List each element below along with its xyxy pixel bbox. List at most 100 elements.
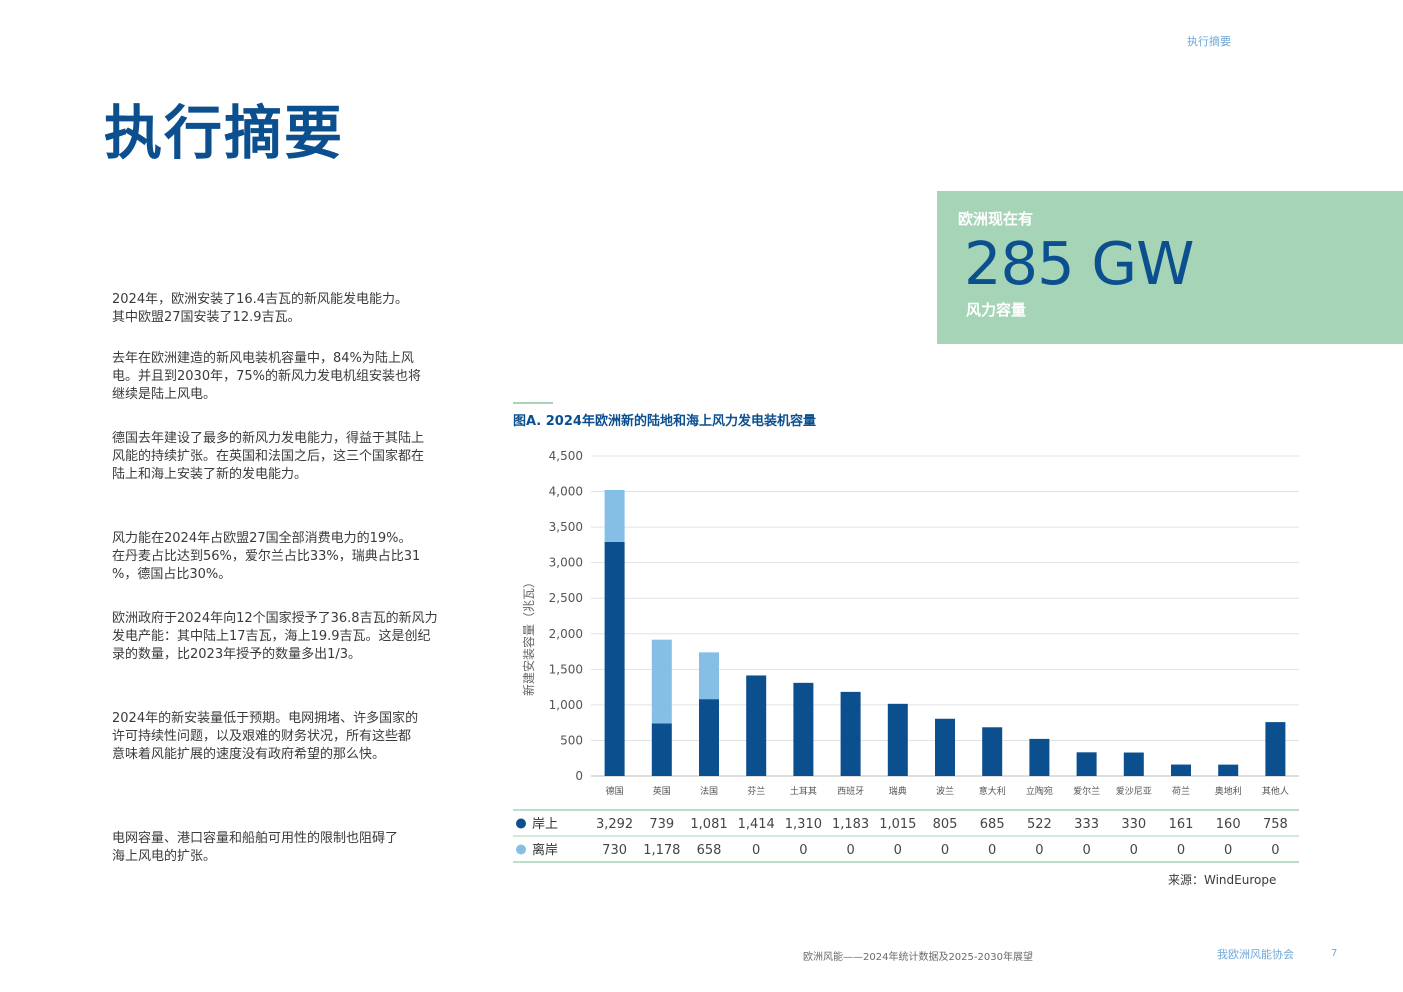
paragraph-line: 许可持续性问题，以及艰难的财务状况，所有这些都 bbox=[112, 729, 412, 744]
table-cell: 0 bbox=[941, 843, 949, 858]
bar-onshore bbox=[1171, 764, 1191, 776]
bar-onshore bbox=[746, 675, 767, 776]
table-row-label: 岸上 bbox=[532, 817, 558, 832]
bar-onshore bbox=[604, 541, 625, 776]
table-cell: 658 bbox=[697, 843, 722, 858]
y-tick-label: 3,000 bbox=[549, 556, 583, 570]
table-cell: 0 bbox=[1177, 843, 1185, 858]
table-cell: 522 bbox=[1027, 817, 1052, 832]
x-category-label: 德国 bbox=[606, 785, 624, 797]
x-category-label: 波兰 bbox=[936, 785, 954, 797]
y-tick-label: 1,000 bbox=[549, 698, 583, 712]
paragraph-line: 发电产能：其中陆上17吉瓦，海上19.9吉瓦。这是创纪 bbox=[112, 629, 431, 644]
paragraph-line: 去年在欧洲建造的新风电装机容量中，84%为陆上风 bbox=[112, 351, 414, 366]
footer-document-title: 欧洲风能——2024年统计数据及2025-2030年展望 bbox=[803, 952, 1033, 963]
bar-onshore bbox=[699, 699, 719, 776]
paragraph-line: 意味着风能扩展的速度没有政府希望的那么快。 bbox=[112, 747, 386, 762]
x-category-label: 法国 bbox=[700, 785, 718, 797]
table-cell: 0 bbox=[846, 843, 854, 858]
table-cell: 685 bbox=[980, 817, 1005, 832]
y-tick-label: 500 bbox=[560, 733, 583, 747]
x-category-label: 英国 bbox=[653, 785, 671, 797]
table-cell: 1,310 bbox=[785, 817, 822, 832]
paragraph-line: 电网容量、港口容量和船舶可用性的限制也阻碍了 bbox=[112, 831, 399, 846]
bar-onshore bbox=[1218, 764, 1239, 776]
summary-paragraph-6: 2024年的新安装量低于预期。电网拥堵、许多国家的 许可持续性问题，以及艰难的财… bbox=[112, 710, 482, 764]
table-cell: 0 bbox=[1224, 843, 1232, 858]
summary-paragraph-7: 电网容量、港口容量和船舶可用性的限制也阻碍了 海上风电的扩张。 bbox=[112, 830, 482, 866]
table-cell: 1,183 bbox=[832, 817, 869, 832]
y-tick-label: 2,000 bbox=[549, 627, 583, 641]
table-cell: 1,178 bbox=[643, 843, 680, 858]
bar-onshore bbox=[840, 691, 861, 776]
table-cell: 0 bbox=[894, 843, 902, 858]
y-tick-label: 2,500 bbox=[549, 591, 583, 605]
bar-onshore bbox=[793, 682, 814, 776]
table-cell: 758 bbox=[1263, 817, 1288, 832]
bar-onshore bbox=[1265, 722, 1286, 776]
bar-onshore bbox=[651, 723, 672, 776]
table-cell: 333 bbox=[1074, 817, 1099, 832]
x-category-label: 爱尔兰 bbox=[1073, 785, 1100, 797]
table-cell: 805 bbox=[933, 817, 958, 832]
x-category-label: 荷兰 bbox=[1172, 785, 1190, 797]
x-category-label: 瑞典 bbox=[889, 785, 907, 797]
section-header: 执行摘要 bbox=[1187, 35, 1231, 48]
table-cell: 0 bbox=[1082, 843, 1090, 858]
bar-onshore bbox=[982, 727, 1003, 776]
y-tick-label: 0 bbox=[575, 769, 583, 783]
paragraph-line: 欧洲政府于2024年向12个国家授予了36.8吉瓦的新风力 bbox=[112, 611, 438, 626]
x-category-label: 芬兰 bbox=[747, 785, 765, 797]
table-cell: 0 bbox=[1035, 843, 1043, 858]
legend-marker-offshore bbox=[516, 844, 526, 855]
paragraph-line: 2024年的新安装量低于预期。电网拥堵、许多国家的 bbox=[112, 711, 419, 726]
table-cell: 161 bbox=[1169, 817, 1194, 832]
page-number: 7 bbox=[1331, 948, 1338, 959]
table-cell: 0 bbox=[1130, 843, 1138, 858]
chart-accent-line bbox=[513, 402, 553, 404]
paragraph-line: 在丹麦占比达到56%，爱尔兰占比33%，瑞典占比31 bbox=[112, 549, 421, 564]
x-category-label: 立陶宛 bbox=[1026, 785, 1053, 797]
stat-highlight-box bbox=[937, 191, 1403, 344]
y-tick-label: 3,500 bbox=[549, 520, 583, 534]
y-tick-label: 4,500 bbox=[549, 449, 583, 463]
paragraph-line: 陆上和海上安装了新的发电能力。 bbox=[112, 467, 308, 482]
source-note: 来源：WindEurope bbox=[1168, 873, 1277, 887]
bar-offshore bbox=[651, 639, 672, 724]
paragraph-line: 海上风电的扩张。 bbox=[112, 849, 217, 864]
table-cell: 3,292 bbox=[596, 817, 633, 832]
x-category-label: 意大利 bbox=[979, 785, 1006, 797]
table-cell: 730 bbox=[602, 843, 627, 858]
chart-title: 图A. 2024年欧洲新的陆地和海上风力发电装机容量 bbox=[513, 414, 816, 429]
summary-paragraph-1: 2024年，欧洲安装了16.4吉瓦的新风能发电能力。 其中欧盟27国安装了12.… bbox=[112, 291, 482, 327]
paragraph-line: %，德国占比30%。 bbox=[112, 567, 232, 582]
table-row-label: 离岸 bbox=[532, 842, 558, 858]
paragraph-line: 2024年，欧洲安装了16.4吉瓦的新风能发电能力。 bbox=[112, 292, 409, 307]
paragraph-line: 电。并且到2030年，75%的新风力发电机组安装也将 bbox=[112, 369, 421, 384]
stat-value: 285 GW bbox=[964, 229, 1194, 298]
paragraph-line: 录的数量，比2023年授予的数量多出1/3。 bbox=[112, 647, 362, 662]
table-cell: 1,414 bbox=[738, 817, 775, 832]
summary-paragraph-4: 风力能在2024年占欧盟27国全部消费电力的19%。 在丹麦占比达到56%，爱尔… bbox=[112, 530, 482, 584]
x-category-label: 其他人 bbox=[1262, 785, 1289, 797]
bar-onshore bbox=[1123, 752, 1144, 776]
table-cell: 0 bbox=[988, 843, 996, 858]
table-cell: 160 bbox=[1216, 817, 1241, 832]
stacked-bar-chart: 0 500 1,000 1,500 2,000 2,500 3,000 3,500 4,000 4… bbox=[513, 449, 1299, 863]
bar-onshore bbox=[887, 703, 908, 776]
x-category-label: 爱沙尼亚 bbox=[1116, 786, 1152, 797]
bar-offshore bbox=[604, 489, 625, 542]
paragraph-line: 德国去年建设了最多的新风力发电能力，得益于其陆上 bbox=[112, 431, 425, 446]
bar-onshore bbox=[935, 718, 955, 776]
y-tick-label: 1,500 bbox=[549, 662, 583, 676]
stat-kicker: 欧洲现在有 bbox=[958, 210, 1034, 228]
table-cell: 330 bbox=[1121, 817, 1146, 832]
x-category-label: 西班牙 bbox=[837, 785, 864, 797]
paragraph-line: 继续是陆上风电。 bbox=[112, 387, 217, 402]
table-cell: 0 bbox=[1271, 843, 1279, 858]
x-category-label: 土耳其 bbox=[790, 785, 817, 797]
table-cell: 1,015 bbox=[879, 817, 916, 832]
stat-caption: 风力容量 bbox=[966, 301, 1027, 319]
paragraph-line: 风能的持续扩张。在英国和法国之后，这三个国家都在 bbox=[112, 449, 425, 464]
y-axis-label: 新建安装容量（兆瓦） bbox=[521, 576, 536, 696]
